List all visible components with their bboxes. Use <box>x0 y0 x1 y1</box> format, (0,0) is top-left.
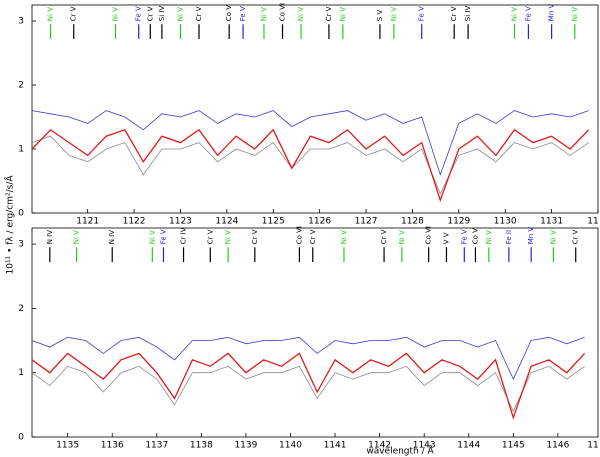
line-id-label: Cr V <box>380 229 388 244</box>
line-id-label: Ni V <box>148 230 156 244</box>
spectrum-line <box>31 110 589 176</box>
plot-frame <box>31 4 599 214</box>
line-id-label: Fe V <box>239 6 247 21</box>
line-id-label: Co VI <box>279 3 287 21</box>
x-tick-label: 1128 <box>401 217 424 227</box>
line-id-label: Co VI <box>425 226 433 244</box>
x-tick-label: 1127 <box>355 217 378 227</box>
spectrum-line <box>31 135 589 195</box>
line-id-label: N IV <box>108 230 116 245</box>
x-tick-label: 1138 <box>190 441 213 451</box>
x-tick-label: 1143 <box>413 441 436 451</box>
x-tick-label: 1139 <box>234 441 257 451</box>
line-id-label: Ni V <box>549 230 557 244</box>
line-id-label: Ni V <box>340 230 348 244</box>
line-id-label: N IV <box>46 230 54 245</box>
line-id-label: Mn V <box>548 3 556 21</box>
x-axis-label: wavelength / Å <box>366 445 434 457</box>
spectrum-line <box>31 128 590 203</box>
line-id-label: Co VI <box>295 226 303 244</box>
x-tick-label: 1130 <box>494 217 517 227</box>
line-id-label: Fe V <box>135 6 143 21</box>
x-tick-label: 1124 <box>215 217 238 227</box>
x-tick-label: 1142 <box>368 441 391 451</box>
y-tick-label: 2 <box>18 304 24 314</box>
y-tick-label: 3 <box>18 240 24 250</box>
line-id-label: Cr V <box>70 6 78 21</box>
y-tick-label: 0 <box>18 433 24 443</box>
x-tick-label: 1122 <box>123 217 146 227</box>
line-id-label: S V <box>376 10 384 22</box>
spectrum-line <box>31 365 585 413</box>
line-id-label: Cr V <box>325 6 333 21</box>
x-tick-label: 1137 <box>145 441 168 451</box>
line-id-label: Cr V <box>146 6 154 21</box>
y-tick-label: 1 <box>18 368 24 378</box>
line-id-label: Co V <box>225 5 233 21</box>
spectrum-line <box>31 336 585 381</box>
line-id-label: Cr V <box>251 229 259 244</box>
plot-frame <box>31 227 599 438</box>
line-id-label: Ni V <box>339 7 347 21</box>
y-axis-label: 10¹¹ • fλ / erg/cm²/s/Å <box>4 175 16 275</box>
line-id-label: Fe V <box>418 6 426 21</box>
line-id-label: Cr V <box>195 6 203 21</box>
line-id-label: Ni V <box>510 7 518 21</box>
x-tick-label: 1145 <box>502 441 525 451</box>
line-id-label: Ni V <box>390 7 398 21</box>
line-id-label: V V <box>442 232 450 244</box>
line-id-label: Cr V <box>572 229 580 244</box>
spectrum-line <box>31 352 586 420</box>
y-tick-label: 3 <box>18 17 24 27</box>
x-tick-label: 11 <box>587 217 598 227</box>
line-id-label: Ni V <box>297 7 305 21</box>
line-id-label: Ni V <box>112 7 120 21</box>
x-tick-label: 1146 <box>546 441 569 451</box>
line-id-label: Fe V <box>159 229 167 244</box>
line-id-label: Fe II <box>505 230 513 244</box>
line-id-label: Cr V <box>206 229 214 244</box>
x-tick-label: 1141 <box>324 441 347 451</box>
line-id-label: Fe V <box>524 6 532 21</box>
line-id-label: Ni V <box>571 7 579 21</box>
line-id-label: Cr V <box>450 6 458 21</box>
x-tick-label: 1136 <box>101 441 124 451</box>
x-tick-label: 1123 <box>169 217 192 227</box>
line-id-label: Mn V <box>527 227 535 245</box>
x-tick-label: 1140 <box>279 441 302 451</box>
x-tick-label: 11 <box>587 441 598 451</box>
line-id-label: Si IV <box>158 6 166 22</box>
line-id-label: Cr V <box>309 229 317 244</box>
y-tick-label: 1 <box>18 145 24 155</box>
line-id-label: Si IV <box>464 6 472 22</box>
line-id-label: Ni V <box>398 230 406 244</box>
x-tick-label: 1126 <box>308 217 331 227</box>
line-id-label: Co V <box>471 228 479 244</box>
line-id-label: Ni V <box>485 230 493 244</box>
line-id-label: Ni V <box>260 7 268 21</box>
y-tick-label: 0 <box>18 209 24 219</box>
x-tick-label: 1131 <box>540 217 563 227</box>
line-id-label: Ni V <box>224 230 232 244</box>
x-tick-label: 1135 <box>56 441 79 451</box>
y-tick-label: 2 <box>18 81 24 91</box>
line-id-label: Ni V <box>176 7 184 21</box>
x-tick-label: 1121 <box>76 217 99 227</box>
line-id-label: Ni V <box>47 7 55 21</box>
line-id-label: Fe V <box>460 229 468 244</box>
line-id-label: Ni V <box>73 230 81 244</box>
line-id-label: Cr IV <box>180 227 188 244</box>
x-tick-label: 1125 <box>262 217 285 227</box>
x-tick-label: 1144 <box>457 441 480 451</box>
x-tick-label: 1129 <box>447 217 470 227</box>
